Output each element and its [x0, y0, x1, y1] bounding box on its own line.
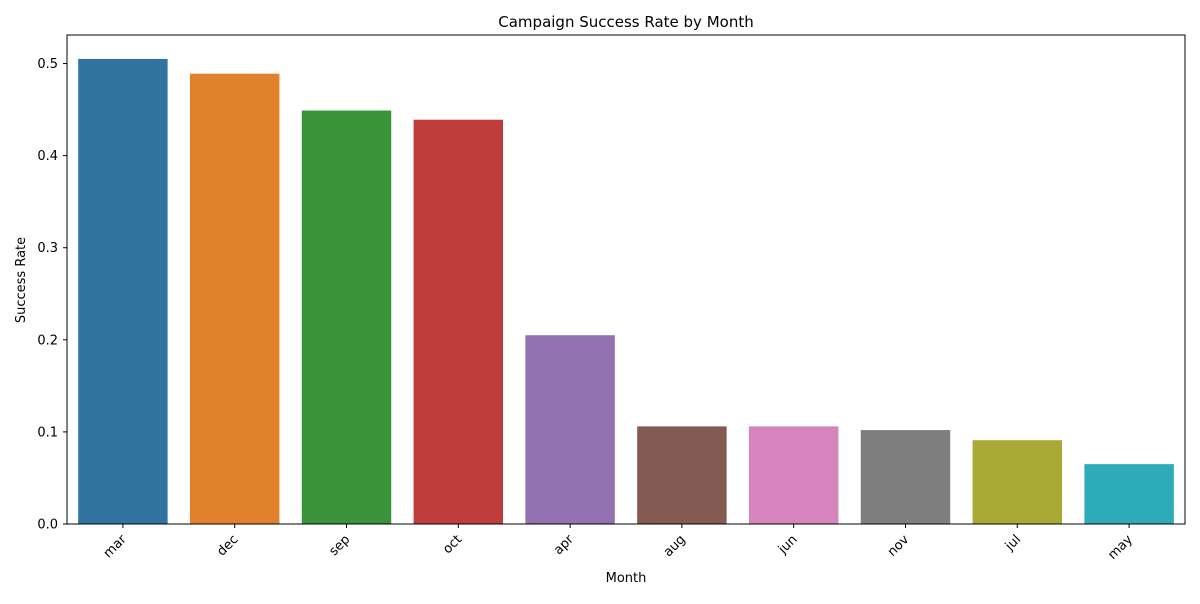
x-tick-label-nov: nov: [885, 532, 913, 560]
bar-apr: [525, 335, 615, 524]
y-tick-label: 0.1: [37, 425, 58, 440]
bar-jun: [748, 426, 839, 524]
chart-title: Campaign Success Rate by Month: [498, 13, 753, 31]
y-tick-label: 0.0: [37, 518, 58, 533]
x-axis-label: Month: [606, 571, 647, 586]
x-tick-label-oct: oct: [440, 532, 465, 557]
bar-nov: [860, 430, 951, 524]
bar-sep: [301, 110, 392, 524]
bar-aug: [637, 426, 727, 524]
bar-may: [1084, 464, 1174, 524]
y-axis-label: Success Rate: [14, 237, 29, 323]
y-tick-label: 0.4: [37, 149, 58, 164]
x-tick-label-apr: apr: [551, 532, 577, 558]
y-tick-label: 0.5: [37, 57, 58, 72]
y-tick-label: 0.2: [37, 333, 58, 348]
y-axis: 0.0 0.1 0.2 0.3 0.4 0.5: [37, 57, 67, 533]
bar-mar: [78, 58, 168, 524]
plot-frame: [66, 34, 1186, 525]
x-tick-label-sep: sep: [326, 532, 353, 559]
x-tick-label-jun: jun: [775, 532, 801, 558]
x-axis: mar dec sep oct apr aug jun nov jul may: [101, 524, 1136, 563]
bar-jul: [972, 440, 1063, 524]
bar-oct: [413, 119, 504, 524]
x-tick-label-may: may: [1105, 532, 1136, 563]
x-tick-label-jul: jul: [1002, 532, 1024, 554]
x-tick-label-dec: dec: [214, 532, 241, 559]
bar-dec: [189, 73, 280, 524]
y-tick-label: 0.3: [37, 241, 58, 256]
x-tick-label-mar: mar: [101, 532, 130, 561]
bars-layer: [78, 58, 1174, 524]
x-tick-label-aug: aug: [661, 532, 689, 560]
